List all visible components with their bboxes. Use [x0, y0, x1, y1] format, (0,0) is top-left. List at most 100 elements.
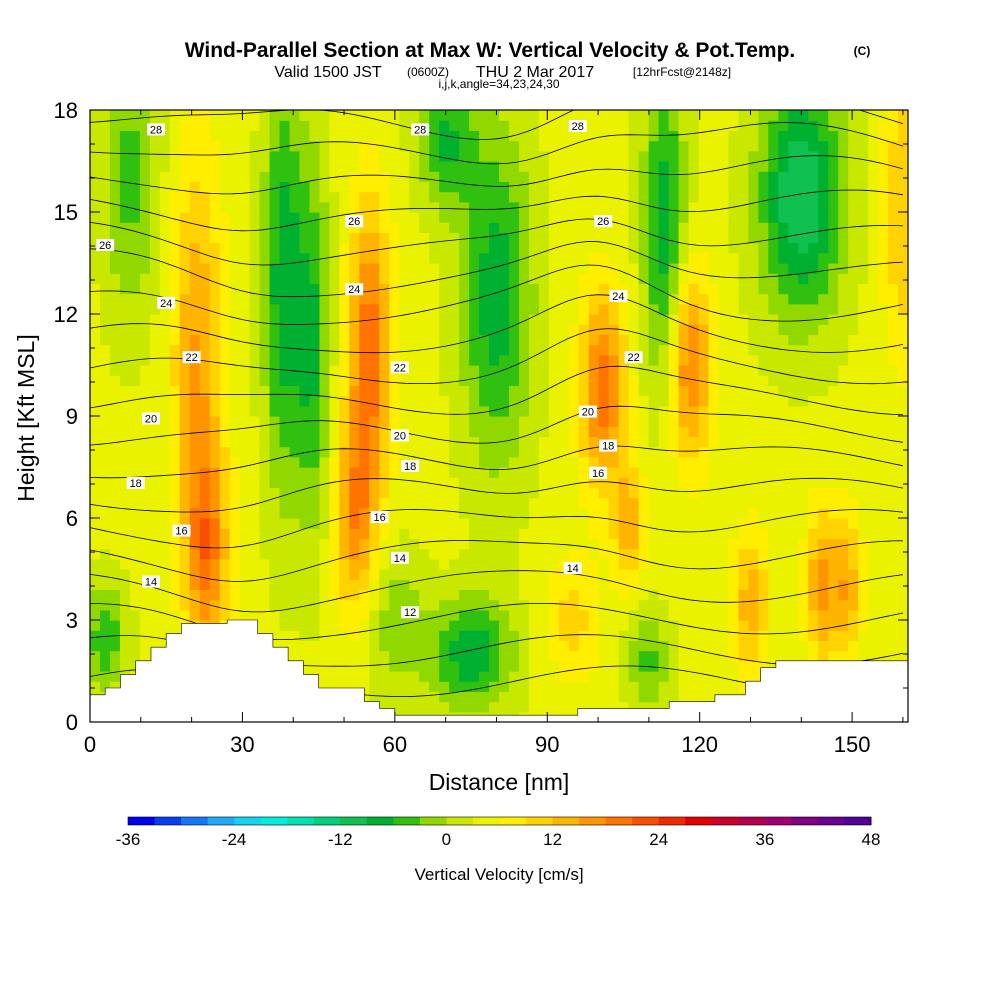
field-cell [329, 130, 340, 142]
field-cell [548, 650, 560, 662]
field-cell [269, 599, 281, 611]
field-cell [698, 416, 710, 427]
field-cell [409, 283, 420, 295]
field-cell [99, 181, 111, 193]
field-cell [169, 140, 181, 152]
field-cell [469, 181, 480, 193]
field-cell [139, 324, 151, 335]
field-cell [748, 283, 759, 295]
field-cell [129, 569, 141, 580]
field-cell [139, 405, 151, 417]
field-cell [459, 436, 470, 448]
field-cell [359, 344, 370, 356]
field-cell [229, 150, 241, 162]
field-cell [628, 446, 640, 458]
field-cell [748, 497, 759, 509]
field-cell [808, 467, 819, 478]
field-cell [99, 314, 111, 325]
field-cell [568, 681, 580, 692]
field-cell [628, 375, 640, 386]
field-cell [748, 660, 759, 672]
field-cell [219, 303, 231, 315]
field-cell [179, 599, 191, 611]
field-cell [339, 609, 350, 621]
field-cell [169, 212, 181, 223]
field-cell [379, 263, 390, 274]
field-cell [329, 324, 340, 335]
field-cell [838, 344, 849, 356]
field-cell [838, 252, 849, 264]
field-cell [598, 569, 610, 580]
field-cell [149, 528, 161, 539]
field-cell [508, 263, 520, 274]
field-cell [289, 569, 301, 580]
field-cell [658, 314, 670, 325]
field-cell [618, 599, 630, 611]
field-cell [479, 303, 490, 315]
field-cell [608, 191, 620, 203]
field-cell [329, 599, 340, 611]
field-cell [129, 140, 141, 152]
field-cell [379, 334, 390, 346]
field-cell [339, 242, 350, 254]
field-cell [648, 252, 660, 264]
field-cell [788, 293, 799, 305]
field-cell [449, 538, 460, 550]
field-cell [678, 161, 690, 172]
field-cell [279, 242, 291, 254]
field-cell [119, 314, 131, 325]
field-cell [638, 140, 650, 152]
field-cell [209, 354, 221, 366]
field-cell [618, 456, 630, 468]
field-cell [598, 416, 610, 427]
field-cell [718, 671, 730, 682]
field-cell [299, 314, 311, 325]
field-cell [538, 487, 550, 499]
field-cell [159, 558, 171, 570]
field-cell [558, 681, 570, 692]
field-cell [359, 252, 370, 264]
contour-label-bg [568, 120, 587, 132]
field-cell [239, 273, 251, 284]
field-cell [449, 252, 460, 264]
field-cell [299, 569, 311, 580]
field-cell [768, 660, 779, 672]
field-cell [868, 293, 879, 305]
field-cell [818, 589, 829, 601]
field-cell [389, 303, 400, 315]
field-cell [379, 477, 390, 488]
field-cell [668, 589, 680, 601]
field-cell [439, 467, 450, 478]
field-cell [139, 110, 151, 121]
field-cell [898, 569, 908, 580]
field-cell [628, 273, 640, 284]
theta-contour-line [90, 122, 904, 165]
field-cell [499, 303, 510, 315]
field-cell [439, 252, 450, 264]
field-cell [528, 589, 540, 601]
field-cell [279, 222, 291, 233]
field-cell [269, 365, 281, 376]
field-cell [598, 660, 610, 672]
field-cell [898, 130, 908, 142]
field-cell [419, 263, 430, 274]
field-cell [808, 589, 819, 601]
field-cell [399, 650, 410, 662]
field-cell [508, 426, 520, 437]
field-cell [399, 467, 410, 478]
field-cell [179, 579, 191, 590]
field-cell [618, 171, 630, 182]
field-cell [119, 558, 131, 570]
field-cell [558, 191, 570, 203]
field-cell [469, 252, 480, 264]
field-cell [179, 589, 191, 601]
field-cell [289, 201, 301, 213]
field-cell [668, 609, 680, 621]
field-cell [698, 446, 710, 458]
field-cell [738, 222, 749, 233]
field-cell [838, 232, 849, 244]
field-cell [359, 558, 370, 570]
field-cell [568, 487, 580, 499]
field-cell [239, 538, 251, 550]
field-cell [818, 395, 829, 407]
